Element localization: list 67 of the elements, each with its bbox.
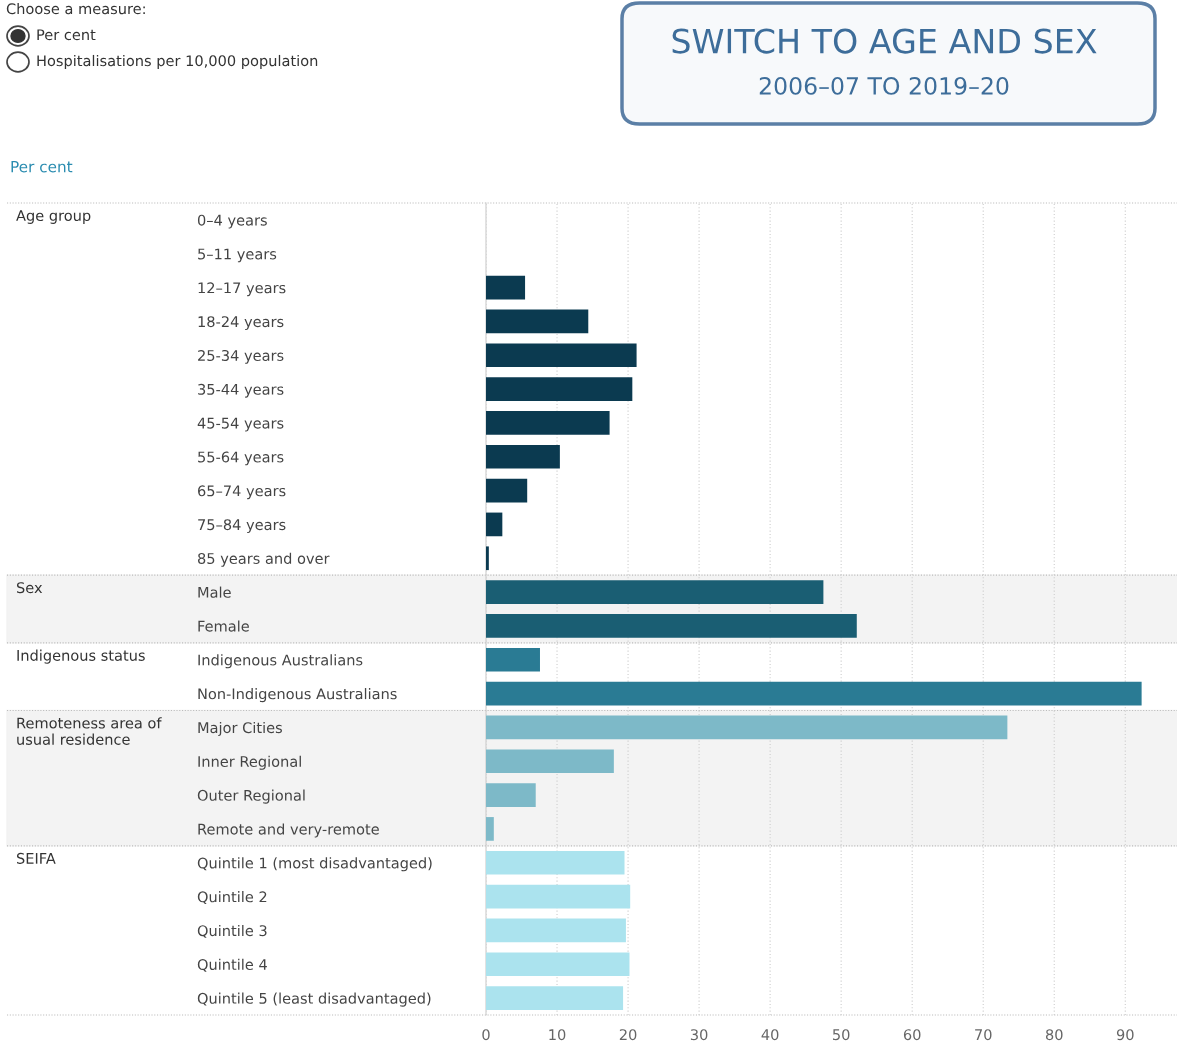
- y-tick-label: Female: [198, 620, 249, 632]
- bar: [486, 411, 610, 435]
- y-tick-label: Major Cities: [198, 721, 282, 736]
- y-tick-label: Remote and very-remote: [198, 823, 379, 838]
- bar: [486, 749, 614, 774]
- y-tick-label: Quintile 4: [197, 958, 267, 972]
- bar: [486, 715, 1008, 740]
- text: Per cent: [37, 29, 96, 41]
- x-tick-label: 10: [549, 1029, 566, 1041]
- y-tick-label: 75–84 years: [198, 519, 286, 533]
- text: Hospitalisations per 10,000 population: [37, 54, 318, 70]
- text: Remoteness area of usual residence: [17, 717, 162, 745]
- y-tick-label: 0–4 years: [197, 214, 267, 229]
- bar: [486, 309, 589, 334]
- y-tick-label: Non-Indigenous Australians: [198, 688, 397, 703]
- text: SEIFA: [16, 852, 56, 864]
- bar: [486, 952, 630, 977]
- bar: [486, 377, 633, 401]
- y-tick-label: 55-64 years: [198, 451, 284, 466]
- y-tick-label: 18-24 years: [198, 316, 284, 330]
- y-tick-label: 65–74 years: [198, 485, 286, 500]
- y-tick-label: 45-54 years: [197, 417, 284, 432]
- text: Per cent: [11, 161, 73, 173]
- bar: [486, 817, 494, 841]
- y-tick-label: Quintile 1 (most disadvantaged): [197, 857, 432, 872]
- x-tick-label: 40: [761, 1029, 779, 1041]
- bar: [486, 444, 560, 469]
- bar: [486, 478, 528, 503]
- bar: [486, 918, 626, 943]
- y-tick-label: 25-34 years: [198, 349, 284, 364]
- y-tick-label: Quintile 2: [197, 891, 267, 904]
- text: Age group: [16, 210, 91, 224]
- y-tick-label: Quintile 5 (least disadvantaged): [197, 992, 431, 1007]
- bar: [486, 275, 526, 300]
- bar: [486, 580, 824, 604]
- bar: [486, 783, 536, 807]
- y-tick-label: Quintile 3: [197, 924, 267, 938]
- y-tick-label: Outer Regional: [197, 789, 305, 804]
- bar: [486, 546, 489, 571]
- x-tick-label: 90: [1116, 1029, 1134, 1041]
- x-tick-label: 0: [482, 1029, 490, 1041]
- bar: [486, 850, 625, 875]
- bar: [486, 647, 540, 672]
- x-tick-label: 60: [903, 1029, 921, 1041]
- text: Indigenous status: [17, 649, 145, 664]
- x-tick-label: 20: [619, 1029, 637, 1041]
- x-tick-label: 30: [690, 1029, 708, 1041]
- text: Choose a measure:: [6, 2, 145, 15]
- text: Sex: [16, 582, 43, 594]
- bar: [486, 614, 857, 638]
- bar: [486, 343, 637, 368]
- text: 2006–07 TO 2019–20: [759, 76, 1009, 95]
- bar: [486, 512, 503, 537]
- x-tick-label: 70: [975, 1029, 992, 1041]
- y-tick-label: 12–17 years: [198, 282, 286, 297]
- bar: [486, 884, 631, 909]
- y-tick-label: Male: [198, 586, 231, 598]
- y-tick-label: Inner Regional: [198, 755, 301, 770]
- bar: [486, 681, 1142, 706]
- x-tick-label: 80: [1045, 1029, 1063, 1041]
- y-tick-label: 85 years and over: [197, 552, 330, 567]
- y-tick-label: Indigenous Australians: [198, 654, 363, 669]
- x-tick-label: 50: [833, 1029, 850, 1041]
- bar: [486, 986, 624, 1010]
- y-tick-label: 35-44 years: [198, 383, 284, 398]
- text: SWITCH TO AGE AND SEX: [672, 28, 1097, 54]
- y-tick-label: 5–11 years: [198, 248, 277, 263]
